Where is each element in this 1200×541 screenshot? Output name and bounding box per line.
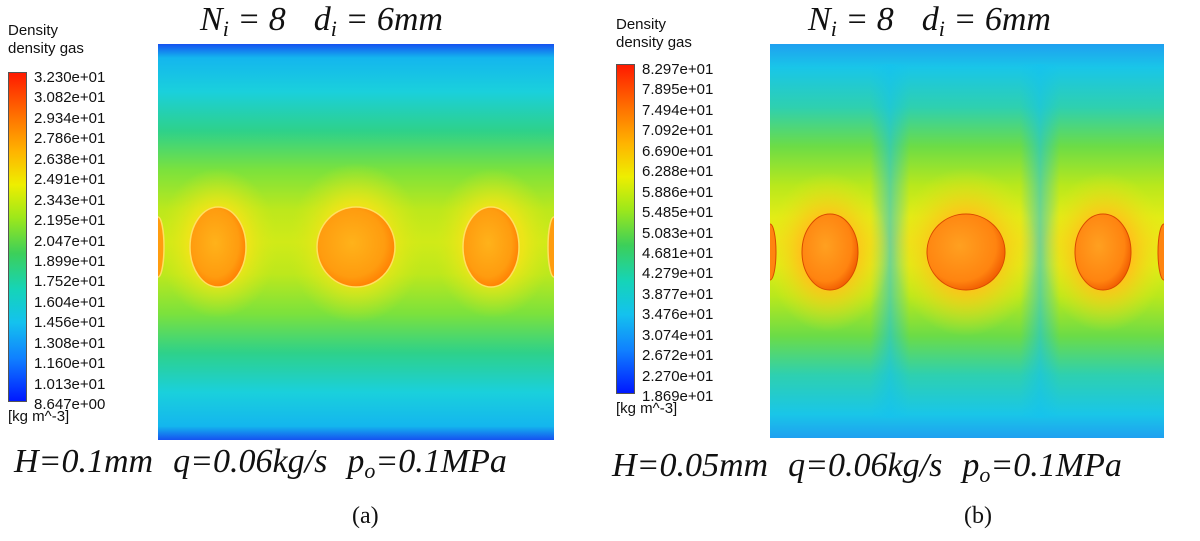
tick-label: 2.047e+01	[34, 232, 106, 250]
n-subscript: i	[830, 16, 837, 41]
tick-label: 2.195e+01	[34, 212, 106, 230]
tick-label: 6.690e+01	[642, 142, 714, 160]
tick-label: 2.672e+01	[642, 347, 714, 365]
n-value: = 8	[836, 1, 894, 38]
orifice-edge	[158, 216, 165, 278]
h-value: H=0.05mm	[612, 447, 769, 484]
tick-label: 3.074e+01	[642, 326, 714, 344]
n-subscript: i	[222, 16, 229, 41]
orifice-edge	[1157, 223, 1164, 281]
legend-title-line2: density gas	[616, 34, 692, 51]
density-contour-field	[158, 44, 554, 440]
panel-a: Density density gas 3.230e+01 3.082e+01 …	[8, 0, 554, 529]
tick-label: 2.934e+01	[34, 109, 106, 127]
p-subscript: o	[979, 462, 991, 487]
legend-title: Density density gas	[616, 16, 692, 52]
orifice-edge	[770, 223, 777, 281]
tick-label: 8.647e+00	[34, 396, 106, 413]
contour-svg	[770, 44, 1164, 438]
tick-label: 1.013e+01	[34, 375, 106, 393]
legend-title-line1: Density	[616, 16, 667, 33]
colorbar	[8, 72, 27, 402]
tick-label: 5.886e+01	[642, 183, 714, 201]
tick-label: 1.869e+01	[642, 388, 714, 405]
tick-label: 7.895e+01	[642, 81, 714, 99]
contour-svg	[158, 44, 554, 440]
q-value: q=0.06kg/s	[788, 447, 943, 484]
tick-label: 3.230e+01	[34, 69, 106, 86]
orifice-bubble	[316, 206, 396, 288]
h-value: H=0.1mm	[14, 443, 154, 480]
panel-b: Density density gas 8.297e+01 7.895e+01 …	[600, 0, 1200, 541]
tick-label: 6.288e+01	[642, 163, 714, 181]
orifice-bubble	[189, 206, 247, 288]
tick-label: 1.899e+01	[34, 253, 106, 270]
top-caption: Ni = 8 di = 6mm	[200, 0, 443, 49]
tick-label: 5.485e+01	[642, 204, 714, 222]
p-subscript: o	[364, 458, 376, 483]
p-value: =0.1MPa	[375, 443, 507, 480]
tick-label: 1.160e+01	[34, 355, 106, 373]
tick-label: 2.786e+01	[34, 130, 106, 148]
tick-label: 5.083e+01	[642, 224, 714, 242]
tick-label: 4.279e+01	[642, 265, 714, 283]
tick-label: 2.638e+01	[34, 150, 106, 168]
tick-label: 2.491e+01	[34, 171, 106, 189]
d-subscript: i	[938, 16, 945, 41]
p-symbol: p	[962, 447, 980, 484]
tick-label: 7.494e+01	[642, 101, 714, 119]
colorbar	[616, 64, 635, 394]
tick-label: 1.752e+01	[34, 273, 106, 291]
tick-label: 3.877e+01	[642, 285, 714, 303]
d-symbol: d	[921, 1, 939, 38]
tick-label: 3.082e+01	[34, 89, 106, 107]
orifice-bubble	[1074, 213, 1132, 291]
tick-label: 1.604e+01	[34, 293, 106, 311]
d-subscript: i	[330, 16, 337, 41]
orifice-bubble	[462, 206, 520, 288]
q-value: q=0.06kg/s	[173, 443, 328, 480]
tick-label: 2.270e+01	[642, 367, 714, 385]
tick-label: 1.308e+01	[34, 334, 106, 352]
tick-label: 3.476e+01	[642, 306, 714, 324]
d-symbol: d	[313, 1, 331, 38]
panel-label: (a)	[352, 503, 379, 529]
top-caption: Ni = 8 di = 6mm	[808, 0, 1051, 49]
n-value: = 8	[228, 1, 286, 38]
p-symbol: p	[347, 443, 365, 480]
bottom-caption: H=0.05mm q=0.06kg/s po=0.1MPa	[612, 446, 1122, 495]
tick-label: 4.681e+01	[642, 245, 714, 262]
legend-unit: [kg m^-3]	[616, 400, 678, 417]
d-value: = 6mm	[336, 1, 443, 38]
panel-label: (b)	[964, 503, 992, 529]
n-symbol: N	[808, 1, 831, 38]
tick-label: 2.343e+01	[34, 191, 106, 209]
legend-title-line2: density gas	[8, 40, 84, 57]
orifice-bubble	[926, 213, 1006, 291]
legend-title: Density density gas	[8, 22, 84, 58]
orifice-edge	[547, 216, 554, 278]
legend-unit: [kg m^-3]	[8, 408, 70, 425]
n-symbol: N	[200, 1, 223, 38]
d-value: = 6mm	[944, 1, 1051, 38]
tick-label: 1.456e+01	[34, 314, 106, 332]
legend-title-line1: Density	[8, 22, 59, 39]
bottom-caption: H=0.1mm q=0.06kg/s po=0.1MPa	[14, 442, 507, 491]
p-value: =0.1MPa	[990, 447, 1122, 484]
density-contour-field	[770, 44, 1164, 438]
tick-label: 7.092e+01	[642, 122, 714, 140]
tick-label: 8.297e+01	[642, 61, 714, 78]
orifice-bubble	[801, 213, 859, 291]
